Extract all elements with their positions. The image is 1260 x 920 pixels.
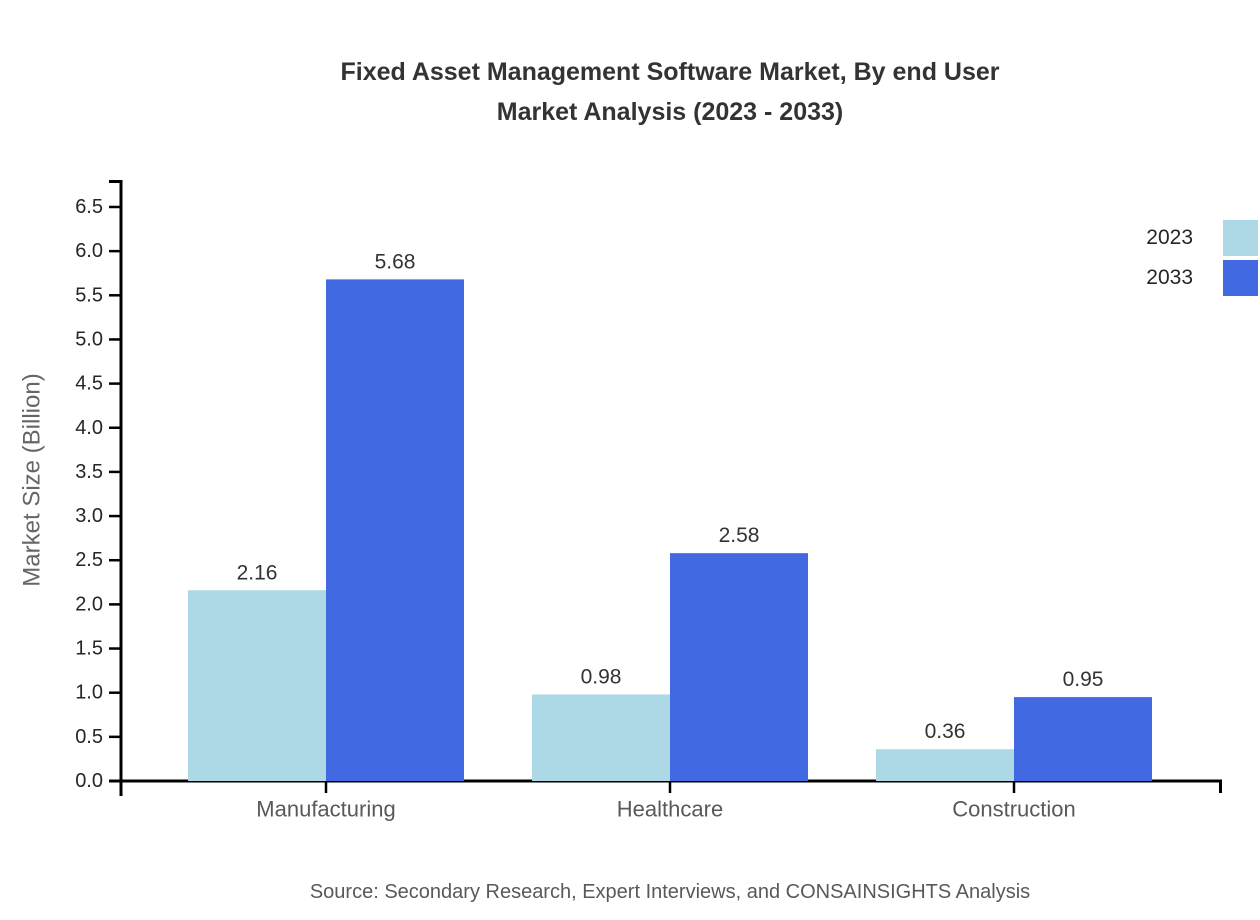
legend-label-2033: 2033 [1146, 266, 1193, 289]
y-tick-label: 0.5 [75, 726, 103, 748]
bar-2023-manufacturing [188, 590, 326, 781]
bar-value-label-2023-healthcare: 0.98 [581, 665, 622, 688]
bar-value-label-2033-healthcare: 2.58 [719, 524, 760, 547]
bar-value-label-2033-manufacturing: 5.68 [375, 250, 416, 273]
y-tick-label: 4.0 [75, 417, 103, 439]
legend-swatch-2033 [1223, 260, 1258, 296]
chart-legend: 2023 2033 [1146, 220, 1258, 296]
y-tick-label: 3.5 [75, 461, 103, 483]
category-label-manufacturing: Manufacturing [256, 797, 395, 822]
y-axis-title: Market Size (Billion) [19, 373, 46, 586]
legend-swatch-2023 [1223, 220, 1258, 256]
y-tick-label: 4.5 [75, 373, 103, 395]
y-tick-label: 3.0 [75, 505, 103, 527]
title-line-2: Market Analysis (2023 - 2033) [496, 98, 844, 126]
y-tick-label: 2.0 [75, 593, 103, 615]
y-tick-label: 6.5 [75, 196, 103, 218]
bar-2033-manufacturing [326, 279, 464, 781]
y-tick-label: 2.5 [75, 549, 103, 571]
bar-value-label-2023-construction: 0.36 [925, 720, 966, 743]
y-tick-label: 5.0 [75, 328, 103, 350]
y-tick-label: 5.5 [75, 284, 103, 306]
bar-2023-healthcare [532, 694, 670, 781]
bar-value-label-2023-manufacturing: 2.16 [237, 561, 278, 584]
y-tick-label: 0.0 [75, 770, 103, 792]
bar-2033-healthcare [670, 553, 808, 781]
legend-label-2023: 2023 [1146, 226, 1193, 249]
y-tick-label: 6.0 [75, 240, 103, 262]
title-line-1: Fixed Asset Management Software Market, … [340, 58, 1000, 86]
legend-item-2023: 2023 [1146, 220, 1258, 256]
bar-2023-construction [876, 749, 1014, 781]
source-note: Source: Secondary Research, Expert Inter… [309, 881, 1031, 903]
category-label-construction: Construction [952, 797, 1076, 822]
y-tick-label: 1.5 [75, 638, 103, 660]
legend-item-2033: 2033 [1146, 260, 1258, 296]
y-tick-label: 1.0 [75, 682, 103, 704]
bar-value-label-2033-construction: 0.95 [1063, 668, 1104, 691]
category-label-healthcare: Healthcare [617, 797, 723, 822]
page-title: Fixed Asset Management Software Market, … [80, 52, 1260, 132]
bar-2033-construction [1014, 697, 1152, 781]
